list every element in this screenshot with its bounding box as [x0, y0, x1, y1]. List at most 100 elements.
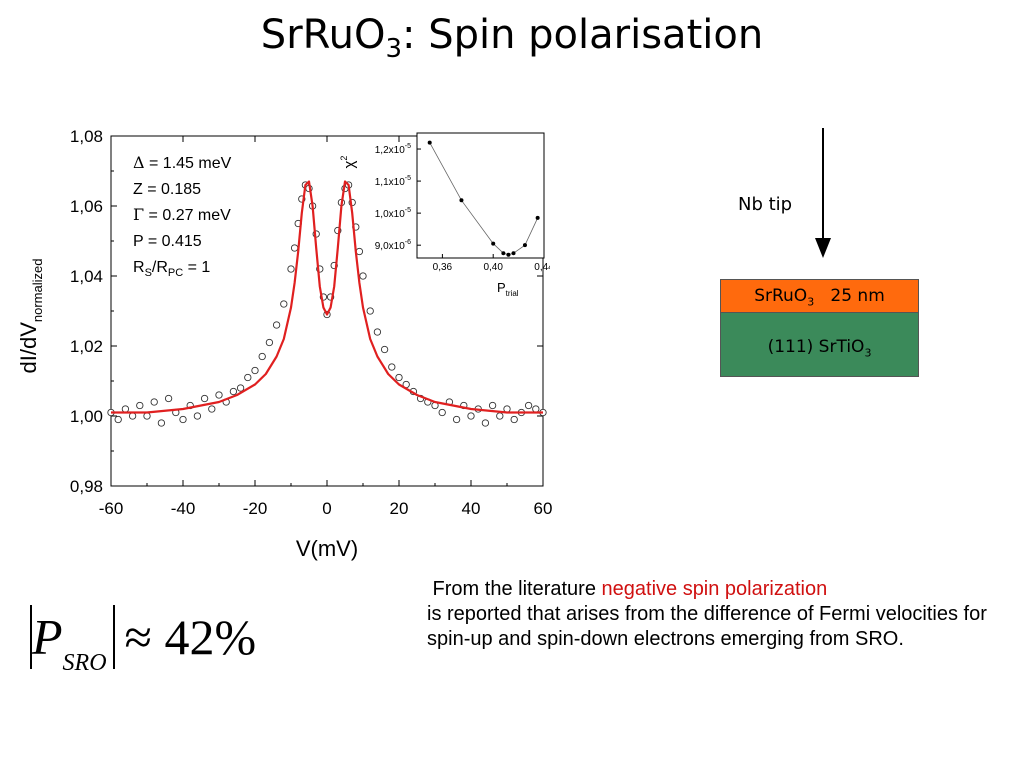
fit-parameter: Δ = 1.45 meV	[133, 153, 232, 172]
inset-frame	[416, 132, 545, 259]
data-point	[488, 401, 497, 410]
title-rest: : Spin polarisation	[402, 12, 764, 58]
data-point	[251, 366, 259, 375]
slide-title: SrRuO3: Spin polarisation	[0, 12, 1024, 64]
inset-point	[427, 140, 432, 145]
inset-x-axis-label: Ptrial	[497, 280, 519, 298]
parameter-symbol: Γ	[133, 205, 144, 224]
data-point	[208, 405, 216, 413]
data-point	[287, 265, 295, 273]
parameter-text: = 1.45 meV	[145, 155, 232, 172]
data-point	[157, 419, 166, 427]
data-point	[258, 352, 266, 361]
x-tick-label: 0	[322, 499, 331, 518]
data-point	[388, 363, 396, 371]
data-point	[272, 321, 281, 329]
chi-square-inset-chart: 0,360,400,449,0x10-61,0x10-51,1x10-51,2x…	[339, 132, 550, 298]
data-point	[121, 405, 130, 413]
y-tick-label: 1,06	[70, 197, 103, 216]
inset-y-tick-exp: -5	[405, 207, 411, 214]
conductance-chart: -60 -40 -20 0 20 40 60 0,98 1,00 1,02 1,04 1,06 1,08…	[16, 127, 553, 561]
parameter-text: R	[133, 259, 145, 276]
x-tick-label: -20	[243, 499, 268, 518]
fit-parameter: Γ = 0.27 meV	[133, 205, 231, 224]
formula-symbol: P	[32, 608, 63, 665]
inset-point	[506, 252, 511, 257]
inset-y-tick-exp: -5	[405, 143, 411, 150]
nb-tip-arrow	[815, 128, 831, 258]
y-tick-label: 0,98	[70, 477, 103, 496]
inset-point	[501, 251, 506, 256]
data-point	[128, 412, 137, 420]
data-point	[193, 412, 202, 420]
inset-point	[535, 215, 540, 220]
srruo3-layer-thickness: 25 nm	[814, 286, 885, 306]
data-point	[510, 415, 518, 424]
y-axis-label-sub: normalized	[30, 259, 45, 323]
inset-y-tick-base: 1,0x10	[375, 209, 405, 220]
inset-y-tick-label: 1,2x10-5	[375, 143, 411, 156]
x-tick-label: -40	[171, 499, 196, 518]
data-point	[380, 345, 389, 354]
formula-subscript: SRO	[62, 650, 107, 676]
y-tick-label: 1,00	[70, 407, 103, 426]
data-point	[164, 394, 173, 403]
parameter-text: P = 0.415	[133, 233, 202, 250]
x-tick-label: 60	[534, 499, 553, 518]
data-point	[280, 300, 288, 308]
data-point	[136, 401, 144, 410]
parameter-sub: S	[145, 267, 152, 279]
fit-curve	[111, 180, 543, 414]
inset-x-label-sub: trial	[506, 289, 519, 298]
note-text-2: is reported that arises from the differe…	[427, 603, 987, 650]
data-point	[524, 401, 533, 410]
y-axis-label-main: dI/dV	[16, 322, 41, 374]
x-tick-label: 20	[390, 499, 409, 518]
inset-y-tick-exp: -5	[405, 175, 411, 182]
note-highlight: negative spin polarization	[601, 578, 828, 600]
data-point	[114, 415, 122, 424]
data-point	[366, 307, 374, 315]
srtio3-main: (111) SrTiO	[767, 337, 865, 357]
data-point	[496, 412, 504, 420]
x-tick-label: 40	[462, 499, 481, 518]
inset-point	[491, 241, 496, 246]
inset-y-tick-label: 1,1x10-5	[375, 175, 411, 188]
srruo3-layer: SrRuO3 25 nm	[720, 279, 919, 313]
parameter-text: Z = 0.185	[133, 181, 201, 198]
data-point	[244, 373, 252, 382]
data-point	[395, 373, 403, 382]
data-point	[373, 328, 382, 336]
parameter-sub: PC	[168, 267, 183, 279]
y-axis-label: dI/dVnormalized	[16, 259, 45, 374]
inset-x-tick-label: 0,36	[433, 262, 453, 273]
data-point	[265, 338, 274, 347]
data-point	[481, 419, 490, 427]
srtio3-substrate: (111) SrTiO3	[720, 313, 919, 377]
y-tick-label: 1,08	[70, 127, 103, 146]
srruo3-layer-sub: 3	[807, 295, 815, 309]
parameter-symbol: Δ	[133, 153, 145, 172]
formula-value: ≈ 42%	[124, 608, 257, 665]
inset-point	[522, 243, 527, 248]
data-point	[290, 244, 299, 252]
data-point	[467, 412, 475, 420]
data-point	[359, 272, 367, 280]
srruo3-layer-main: SrRuO	[754, 286, 808, 306]
title-subscript: 3	[385, 34, 403, 64]
inset-y-label-sup: 2	[339, 156, 349, 161]
note-text-1: From the literature	[427, 578, 602, 600]
inset-x-tick-label: 0,44	[534, 262, 550, 273]
inset-y-tick-base: 1,2x10	[375, 145, 405, 156]
inset-line	[429, 142, 539, 256]
parameter-text: = 0.27 meV	[144, 207, 231, 224]
inset-y-label-main: χ	[341, 160, 358, 168]
data-point	[452, 415, 461, 424]
data-point	[150, 398, 158, 406]
y-tick-label: 1,04	[70, 267, 103, 286]
inset-y-tick-label: 1,0x10-5	[375, 207, 411, 220]
inset-x-label-main: P	[497, 280, 506, 295]
fit-parameter: P = 0.415	[133, 233, 202, 250]
parameter-text: = 1	[183, 259, 210, 276]
polarization-formula: PSRO ≈ 42%	[30, 602, 256, 677]
